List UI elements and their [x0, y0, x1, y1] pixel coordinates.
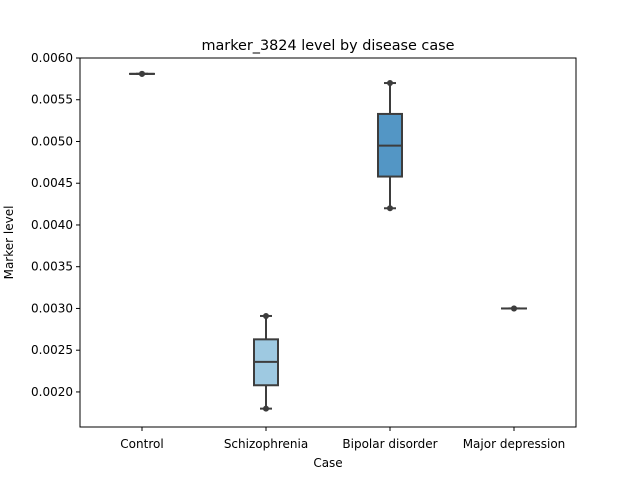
- x-tick-label: Bipolar disorder: [342, 437, 437, 451]
- plot-area: [129, 70, 527, 412]
- x-axis: Control Schizophrenia Bipolar disorder Majo…: [120, 427, 565, 451]
- plot-frame: [79, 57, 577, 428]
- y-tick-label: 0.0060: [31, 51, 73, 65]
- y-tick-label: 0.0045: [31, 176, 73, 190]
- y-tick-label: 0.0035: [31, 260, 73, 274]
- min-point: [511, 305, 517, 312]
- y-tick-label: 0.0050: [31, 134, 73, 148]
- box-bipolar-disorder: [377, 80, 403, 212]
- y-axis-label: Marker level: [2, 206, 16, 280]
- x-tick-label: Major depression: [463, 437, 566, 451]
- box-control: [129, 70, 155, 77]
- min-point: [263, 405, 269, 412]
- y-tick-label: 0.0040: [31, 218, 73, 232]
- y-axis: 0.0020 0.0025 0.0030 0.0035 0.0040 0.0045 0.00…: [31, 51, 80, 399]
- min-point: [387, 205, 393, 212]
- y-tick-label: 0.0025: [31, 343, 73, 357]
- x-axis-label: Case: [313, 456, 342, 470]
- y-tick-label: 0.0055: [31, 93, 73, 107]
- y-tick-label: 0.0030: [31, 301, 73, 315]
- x-tick-label: Control: [120, 437, 163, 451]
- max-point: [263, 312, 269, 319]
- box-major-depression: [501, 305, 527, 312]
- min-point: [139, 70, 145, 77]
- max-point: [387, 80, 393, 87]
- y-tick-label: 0.0020: [31, 385, 73, 399]
- x-tick-label: Schizophrenia: [224, 437, 308, 451]
- chart-title: marker_3824 level by disease case: [201, 38, 454, 54]
- box-schizophrenia: [253, 312, 279, 412]
